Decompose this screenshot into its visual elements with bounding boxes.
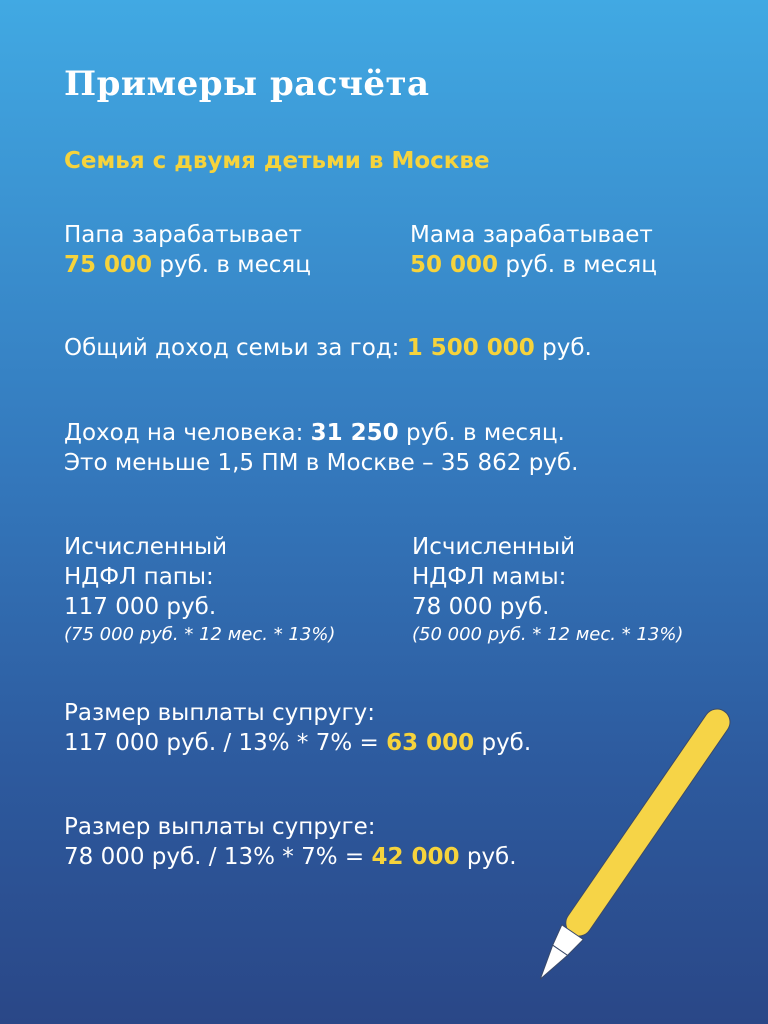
per-person-amount: 31 250 — [310, 420, 399, 446]
dad-tax: Исчисленный НДФЛ папы: 117 000 руб. (75 … — [64, 532, 335, 648]
payout-wife-formula: 78 000 руб. / 13% * 7% = — [64, 844, 365, 870]
per-person-income: Доход на человека: 31 250 руб. в месяц. … — [64, 418, 578, 478]
family-income: Общий доход семьи за год: 1 500 000 руб. — [64, 333, 592, 363]
mom-tax-line1: Исчисленный — [412, 534, 576, 560]
mom-income-suffix: руб. в месяц — [505, 252, 657, 278]
family-income-suffix: руб. — [542, 335, 592, 361]
mom-income-amount: 50 000 — [410, 252, 499, 278]
mom-tax: Исчисленный НДФЛ мамы: 78 000 руб. (50 0… — [412, 532, 683, 648]
mom-tax-line2: НДФЛ мамы: — [412, 564, 567, 590]
payout-husband-formula: 117 000 руб. / 13% * 7% = — [64, 730, 379, 756]
payout-wife-amount: 42 000 — [371, 844, 460, 870]
mom-income: Мама зарабатывает 50 000 руб. в месяц — [410, 220, 657, 280]
subtitle: Семья с двумя детьми в Москве — [64, 148, 490, 174]
family-income-label: Общий доход семьи за год: — [64, 335, 400, 361]
mom-income-label: Мама зарабатывает — [410, 222, 653, 248]
per-person-note: Это меньше 1,5 ПМ в Москве – 35 862 руб. — [64, 450, 579, 476]
dad-income-label: Папа зарабатывает — [64, 222, 302, 248]
dad-tax-formula: (75 000 руб. * 12 мес. * 13%) — [64, 624, 336, 645]
mom-tax-formula: (50 000 руб. * 12 мес. * 13%) — [412, 624, 684, 645]
family-income-amount: 1 500 000 — [406, 335, 535, 361]
payout-wife-suffix: руб. — [466, 844, 517, 870]
payout-husband-suffix: руб. — [481, 730, 532, 756]
page-title: Примеры расчёта — [64, 64, 430, 104]
dad-tax-line1: Исчисленный — [64, 534, 228, 560]
dad-tax-line2: НДФЛ папы: — [64, 564, 214, 590]
payout-husband: Размер выплаты супругу: 117 000 руб. / 1… — [64, 698, 531, 758]
payout-wife: Размер выплаты супруге: 78 000 руб. / 13… — [64, 812, 517, 872]
per-person-suffix: руб. в месяц. — [406, 420, 565, 446]
per-person-label: Доход на человека: — [64, 420, 304, 446]
dad-income: Папа зарабатывает 75 000 руб. в месяц — [64, 220, 311, 280]
dad-income-amount: 75 000 — [64, 252, 153, 278]
dad-income-suffix: руб. в месяц — [159, 252, 311, 278]
payout-wife-label: Размер выплаты супруге: — [64, 814, 376, 840]
payout-husband-amount: 63 000 — [386, 730, 475, 756]
dad-tax-value: 117 000 руб. — [64, 594, 217, 620]
mom-tax-value: 78 000 руб. — [412, 594, 550, 620]
payout-husband-label: Размер выплаты супругу: — [64, 700, 375, 726]
